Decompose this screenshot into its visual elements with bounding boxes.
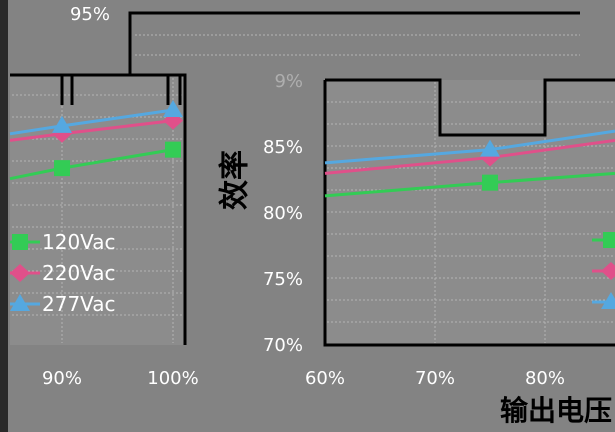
data-point-277vac	[480, 139, 500, 157]
data-point-277vac	[52, 115, 72, 133]
x-tick-label: 80%	[525, 368, 565, 389]
x-tick-label: 70%	[415, 368, 455, 389]
data-point-120vac	[54, 160, 70, 177]
y-tick-label: 85%	[263, 137, 303, 158]
y-tick-label: 75%	[263, 269, 303, 290]
right-series-lines	[324, 129, 615, 198]
data-point-277vac	[163, 100, 183, 118]
data-point-120vac	[482, 174, 498, 191]
left-edge-border	[0, 0, 8, 432]
data-point-120vac	[165, 141, 181, 158]
right-axes	[323, 80, 615, 347]
legend-label: 277Vac	[42, 292, 116, 316]
right-chart: 60% 70% 80%70%75%80%85%9% 效率 输出电压	[218, 71, 615, 427]
right-plot-area	[325, 80, 615, 345]
legend-marker	[10, 264, 30, 282]
top-tick-label: 95%	[70, 4, 110, 25]
left-chart: 90% 100% 120Vac 220Vac 277Vac	[9, 73, 199, 389]
left-legend: 120Vac 220Vac 277Vac	[10, 230, 116, 316]
x-tick-label: 100%	[147, 368, 198, 389]
y-tick-label: 9%	[274, 71, 303, 92]
legend-label: 120Vac	[42, 230, 116, 254]
right-frame-artifact	[325, 78, 615, 137]
x-tick-label: 60%	[305, 368, 345, 389]
y-tick-label: 80%	[263, 203, 303, 224]
x-axis-title: 输出电压	[500, 394, 612, 427]
legend-label: 220Vac	[42, 261, 116, 285]
left-series-lines	[9, 100, 183, 181]
x-tick-label: 90%	[42, 368, 82, 389]
top-fragment: 95%	[70, 4, 580, 75]
legend-marker	[603, 232, 615, 248]
y-tick-label: 70%	[263, 335, 303, 356]
left-plot-frame	[10, 73, 187, 345]
right-tick-labels: 60% 70% 80%70%75%80%85%9%	[263, 71, 565, 389]
right-legend	[592, 232, 615, 309]
y-axis-title: 效率	[218, 150, 253, 210]
legend-marker	[601, 262, 615, 280]
left-frame-artifact	[60, 75, 182, 105]
legend-marker	[12, 234, 28, 250]
legend-marker	[601, 292, 615, 309]
left-tick-labels: 90% 100%	[42, 368, 199, 389]
legend-marker	[10, 294, 30, 311]
top-frame	[128, 11, 580, 75]
